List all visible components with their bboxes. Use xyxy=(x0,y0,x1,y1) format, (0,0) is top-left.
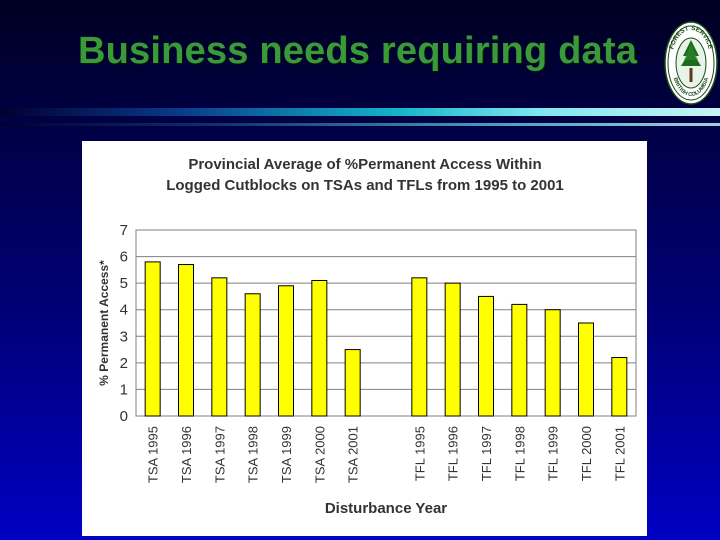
y-tick-label: 6 xyxy=(120,249,128,266)
x-tick-label: TFL 1998 xyxy=(512,426,527,481)
bar-tfl-1995 xyxy=(411,277,428,417)
x-tick-label: TSA 1999 xyxy=(279,426,294,483)
x-tick-label: TFL 1995 xyxy=(412,426,427,481)
x-tick-label: TSA 2001 xyxy=(346,426,361,483)
x-tick-label: TSA 1998 xyxy=(246,426,261,483)
x-tick-label: TFL 1997 xyxy=(479,426,494,481)
y-tick-label: 1 xyxy=(120,381,128,398)
bar-tsa-2000 xyxy=(311,279,328,417)
y-tick-label: 0 xyxy=(120,408,128,425)
x-tick-label: TSA 1996 xyxy=(179,426,194,483)
bar-tfl-1998 xyxy=(511,303,528,417)
y-tick-label: 4 xyxy=(120,302,128,319)
bar-tsa-1997 xyxy=(211,277,228,417)
x-tick-label: TFL 2000 xyxy=(579,426,594,481)
y-tick-label: 3 xyxy=(120,328,128,345)
bar-tsa-1999 xyxy=(278,285,294,417)
x-axis-label: Disturbance Year xyxy=(325,500,447,517)
y-tick-label: 2 xyxy=(120,355,128,372)
header-divider-bar xyxy=(0,108,720,116)
bar-tsa-1998 xyxy=(244,293,261,417)
bar-tfl-2000 xyxy=(578,322,594,417)
forest-service-seal-logo: FOREST SERVICE BRITISH COLUMBIA xyxy=(664,21,718,105)
bar-chart: Provincial Average of %Permanent Access … xyxy=(97,156,637,517)
header-divider-line xyxy=(0,123,720,126)
x-tick-label: TFL 1999 xyxy=(546,426,561,481)
bar-tsa-1996 xyxy=(178,264,194,417)
bar-tfl-2001 xyxy=(611,357,628,417)
plot-area xyxy=(135,229,637,417)
x-tick-label: TSA 2000 xyxy=(312,426,327,483)
bar-tfl-1997 xyxy=(478,295,494,417)
y-axis-label: % Permanent Access* xyxy=(97,260,111,386)
chart-panel: Provincial Average of %Permanent Access … xyxy=(82,141,647,536)
y-tick-label: 5 xyxy=(120,275,128,292)
chart-title-line-1: Provincial Average of %Permanent Access … xyxy=(188,156,541,173)
bar-tfl-1999 xyxy=(544,309,561,417)
chart-title-line-2: Logged Cutblocks on TSAs and TFLs from 1… xyxy=(166,177,564,194)
x-tick-label: TSA 1997 xyxy=(212,426,227,483)
x-tick-label: TSA 1995 xyxy=(146,426,161,483)
y-tick-label: 7 xyxy=(120,222,128,239)
x-tick-label: TFL 2001 xyxy=(612,426,627,481)
bar-tsa-2001 xyxy=(344,349,361,417)
x-tick-label: TFL 1996 xyxy=(446,426,461,481)
bar-tfl-1996 xyxy=(444,282,461,417)
bar-tsa-1995 xyxy=(144,261,161,417)
slide-title: Business needs requiring data xyxy=(78,30,638,72)
